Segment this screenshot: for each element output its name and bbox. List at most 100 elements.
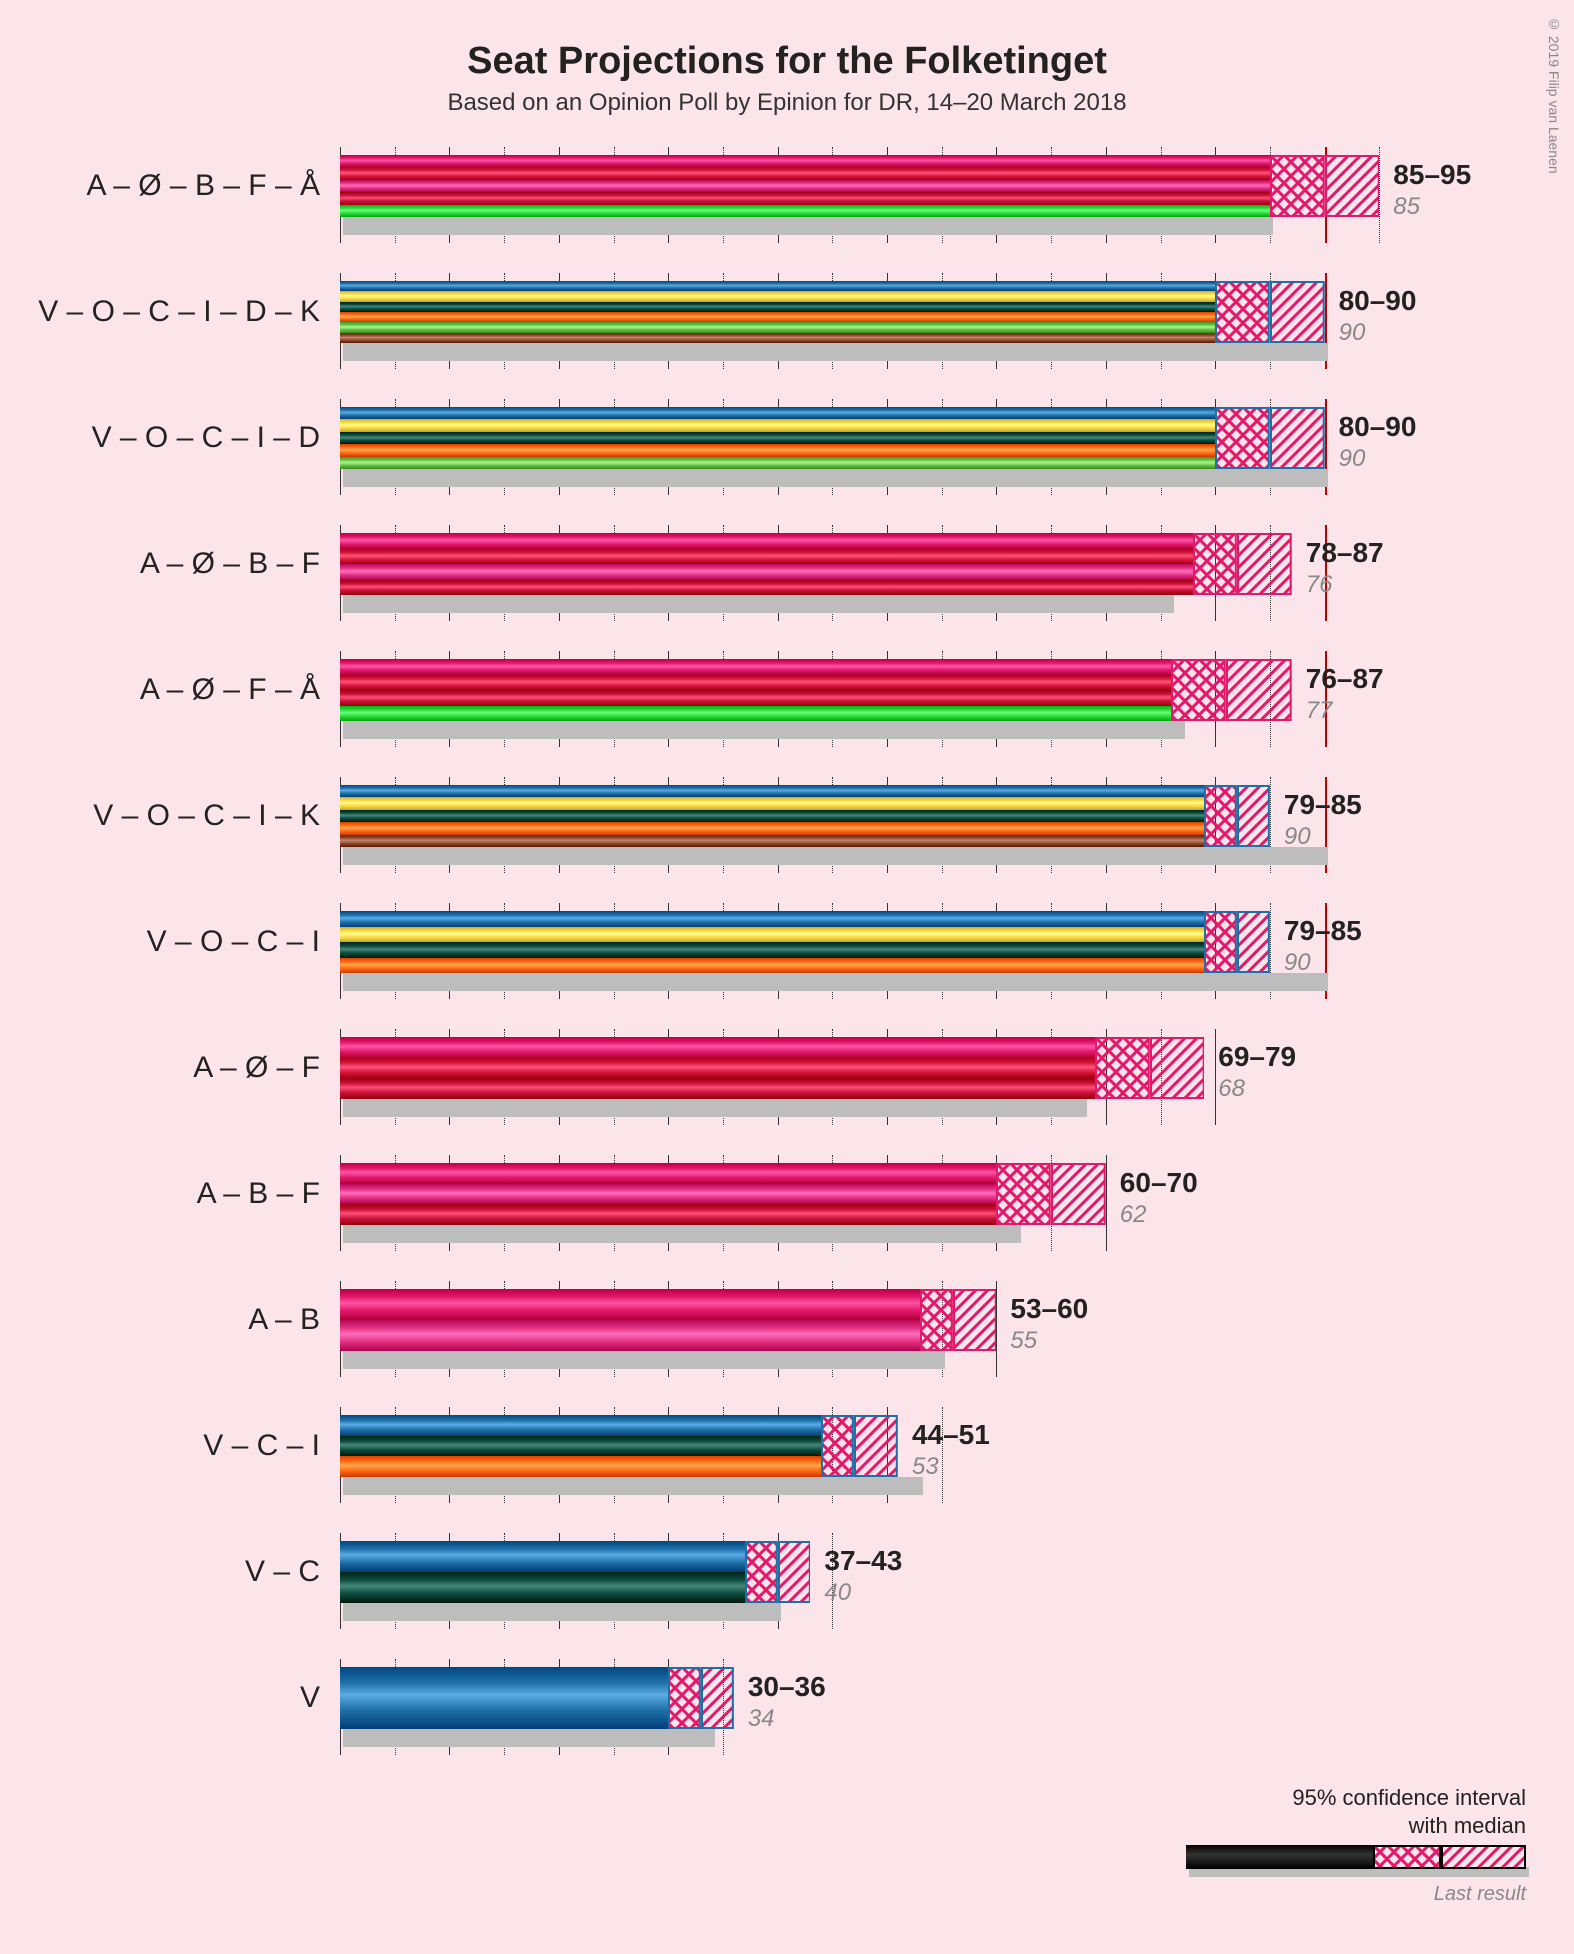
- ci-low-median: [996, 1163, 1051, 1225]
- bar-solid: [340, 785, 1204, 847]
- stripe: [340, 785, 1204, 797]
- stripe: [340, 1058, 1095, 1079]
- ci-median-high: [1237, 911, 1270, 973]
- last-result-bar: [343, 469, 1328, 487]
- legend-line2: with median: [1409, 1813, 1526, 1838]
- row-label: V – O – C – I – K: [93, 799, 320, 833]
- legend-solid: [1186, 1845, 1373, 1869]
- plot-area: A – Ø – B – F – Å 85–9585V – O – C – I –…: [340, 147, 1354, 1867]
- ci-median-high: [1226, 659, 1292, 721]
- range-label: 76–87: [1306, 663, 1384, 695]
- last-result-bar: [343, 1477, 923, 1495]
- stripe: [340, 457, 1215, 469]
- legend-last-text: Last result: [1186, 1883, 1526, 1906]
- range-label: 85–95: [1393, 159, 1471, 191]
- stripe: [340, 564, 1193, 580]
- bar-zone: 69–7968: [340, 1029, 1354, 1119]
- bar-solid: [340, 1667, 668, 1729]
- chart-row: V 30–3634: [340, 1659, 1354, 1785]
- last-label: 85: [1393, 193, 1420, 221]
- stripe: [340, 822, 1204, 834]
- ci-median-high: [1270, 407, 1325, 469]
- stripe: [340, 1163, 996, 1184]
- stripe: [340, 1572, 745, 1603]
- stripe: [340, 1456, 821, 1477]
- range-label: 30–36: [748, 1671, 826, 1703]
- row-label: V – O – C – I – D: [92, 421, 320, 455]
- stripe: [340, 180, 1270, 192]
- row-label: V – C – I: [203, 1429, 320, 1463]
- stripe: [340, 1037, 1095, 1058]
- ci-low-median: [1171, 659, 1226, 721]
- bar-zone: 53–6055: [340, 1281, 1354, 1371]
- ci-median-high: [953, 1289, 997, 1351]
- last-label: 90: [1284, 949, 1311, 977]
- range-label: 69–79: [1218, 1041, 1296, 1073]
- stripe: [340, 407, 1215, 419]
- last-label: 40: [824, 1579, 851, 1607]
- chart-row: A – Ø – F – Å 76–8777: [340, 651, 1354, 777]
- row-label: A – Ø – B – F: [140, 547, 320, 581]
- chart-row: A – Ø – B – F – Å 85–9585: [340, 147, 1354, 273]
- last-label: 62: [1120, 1201, 1147, 1229]
- chart-row: A – Ø – F 69–7968: [340, 1029, 1354, 1155]
- stripe: [340, 810, 1204, 822]
- bar-zone: 80–9090: [340, 399, 1354, 489]
- stripe: [340, 797, 1204, 809]
- stripe: [340, 958, 1204, 974]
- chart-row: A – Ø – B – F 78–8776: [340, 525, 1354, 651]
- stripe: [340, 155, 1270, 167]
- legend: 95% confidence interval with median Last…: [1186, 1784, 1526, 1906]
- chart-row: V – C 37–4340: [340, 1533, 1354, 1659]
- row-label: A – Ø – F – Å: [140, 673, 320, 707]
- bar-zone: 30–3634: [340, 1659, 1354, 1749]
- row-label: A – B – F: [197, 1177, 320, 1211]
- ci-low-median: [745, 1541, 778, 1603]
- bar-zone: 80–9090: [340, 273, 1354, 363]
- stripe: [340, 835, 1204, 847]
- ci-low-median: [1204, 785, 1237, 847]
- stripe: [340, 1184, 996, 1205]
- bar-solid: [340, 659, 1171, 721]
- last-result-bar: [343, 721, 1185, 739]
- bar-solid: [340, 1541, 745, 1603]
- ci-low-median: [821, 1415, 854, 1477]
- last-label: 34: [748, 1705, 775, 1733]
- last-result-bar: [343, 847, 1328, 865]
- row-label: A – B: [248, 1303, 320, 1337]
- stripe: [340, 533, 1193, 549]
- stripe: [340, 333, 1215, 343]
- grid-major: [1106, 1155, 1107, 1251]
- bar-solid: [340, 155, 1270, 217]
- last-result-bar: [343, 1603, 781, 1621]
- bar-zone: 79–8590: [340, 903, 1354, 993]
- range-label: 78–87: [1306, 537, 1384, 569]
- ci-low-median: [1215, 407, 1270, 469]
- last-result-bar: [343, 1729, 715, 1747]
- last-result-bar: [343, 973, 1328, 991]
- bar-zone: 37–4340: [340, 1533, 1354, 1623]
- bar-zone: 85–9585: [340, 147, 1354, 237]
- range-label: 80–90: [1339, 285, 1417, 317]
- chart-container: © 2019 Filip van Laenen Seat Projections…: [0, 0, 1574, 1954]
- stripe: [340, 1289, 920, 1320]
- chart-subtitle: Based on an Opinion Poll by Epinion for …: [40, 89, 1534, 117]
- stripe: [340, 1204, 996, 1225]
- row-label: V – O – C – I: [147, 925, 320, 959]
- stripe: [340, 205, 1270, 217]
- legend-bar: [1186, 1845, 1526, 1873]
- ci-low-median: [1204, 911, 1237, 973]
- ci-low-median: [1095, 1037, 1150, 1099]
- ci-low-median: [1270, 155, 1325, 217]
- bar-solid: [340, 1415, 821, 1477]
- stripe: [340, 444, 1215, 456]
- range-label: 79–85: [1284, 915, 1362, 947]
- bar-solid: [340, 281, 1215, 343]
- ci-low-median: [1215, 281, 1270, 343]
- stripe: [340, 1667, 668, 1729]
- row-label: V – C: [245, 1555, 320, 1589]
- range-label: 37–43: [824, 1545, 902, 1577]
- row-label: V – O – C – I – D – K: [38, 295, 320, 329]
- range-label: 80–90: [1339, 411, 1417, 443]
- ci-median-high: [778, 1541, 811, 1603]
